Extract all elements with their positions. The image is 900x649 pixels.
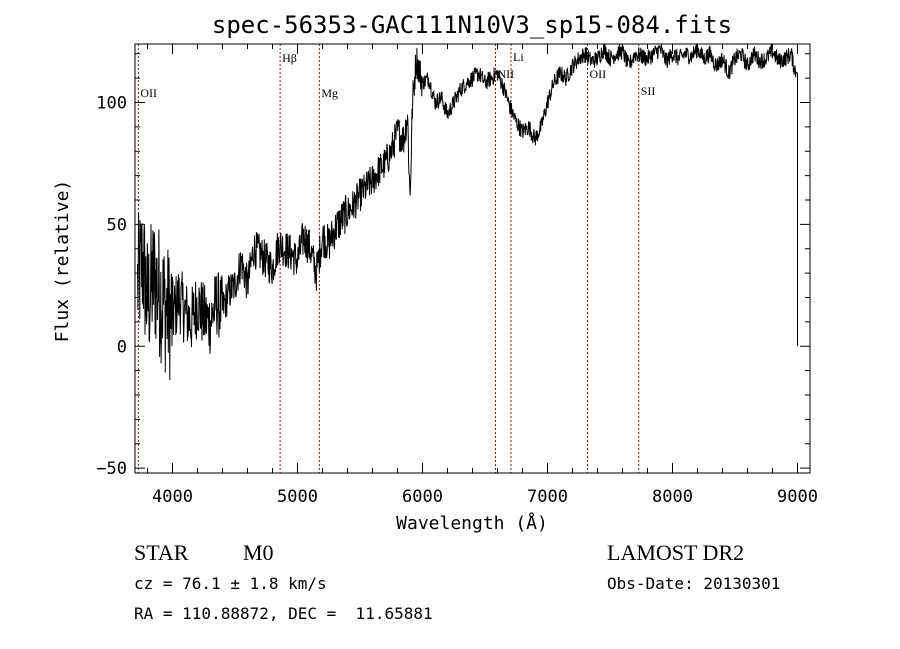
line-marker-label: OII [590, 67, 607, 81]
line-marker-label: NII [498, 67, 515, 81]
object-subclass: M0 [243, 540, 274, 565]
line-marker-label: SII [641, 84, 656, 98]
line-marker-label: OII [140, 86, 157, 100]
y-tick-label: 100 [96, 94, 127, 114]
y-tick-label: −50 [96, 459, 127, 479]
x-tick-label: 9000 [777, 487, 818, 507]
y-tick-label: 0 [117, 337, 127, 357]
y-axis-label: Flux (relative) [52, 180, 73, 343]
x-tick-label: 4000 [152, 487, 193, 507]
spectrum-series [137, 43, 798, 381]
coordinates: RA = 110.88872, DEC = 11.65881 [134, 604, 433, 623]
axes: 4000 5000 6000 7000 8000 9000 −50 0 50 100 [96, 43, 818, 507]
survey-name: LAMOST DR2 [607, 540, 745, 565]
line-marker-label: Hβ [282, 51, 297, 65]
object-class: STAR [134, 540, 189, 565]
obs-date: Obs-Date: 20130301 [607, 574, 781, 593]
line-marker-label: Li [513, 50, 524, 64]
x-tick-label: 7000 [527, 487, 568, 507]
line-marker-label: Mg [321, 86, 338, 100]
emission-line-markers: OII Hβ Mg NII Li OII SII [137, 44, 656, 473]
plot-frame [134, 43, 811, 474]
spectrum-line [137, 43, 798, 381]
y-tick-label: 50 [107, 215, 127, 235]
x-tick-label: 8000 [652, 487, 693, 507]
chart-title: spec-56353-GAC111N10V3_sp15-084.fits [212, 11, 732, 39]
x-tick-label: 6000 [402, 487, 443, 507]
redshift-readout: cz = 76.1 ± 1.8 km/s [134, 574, 327, 593]
x-tick-label: 5000 [277, 487, 318, 507]
x-axis-label: Wavelength (Å) [396, 512, 548, 534]
